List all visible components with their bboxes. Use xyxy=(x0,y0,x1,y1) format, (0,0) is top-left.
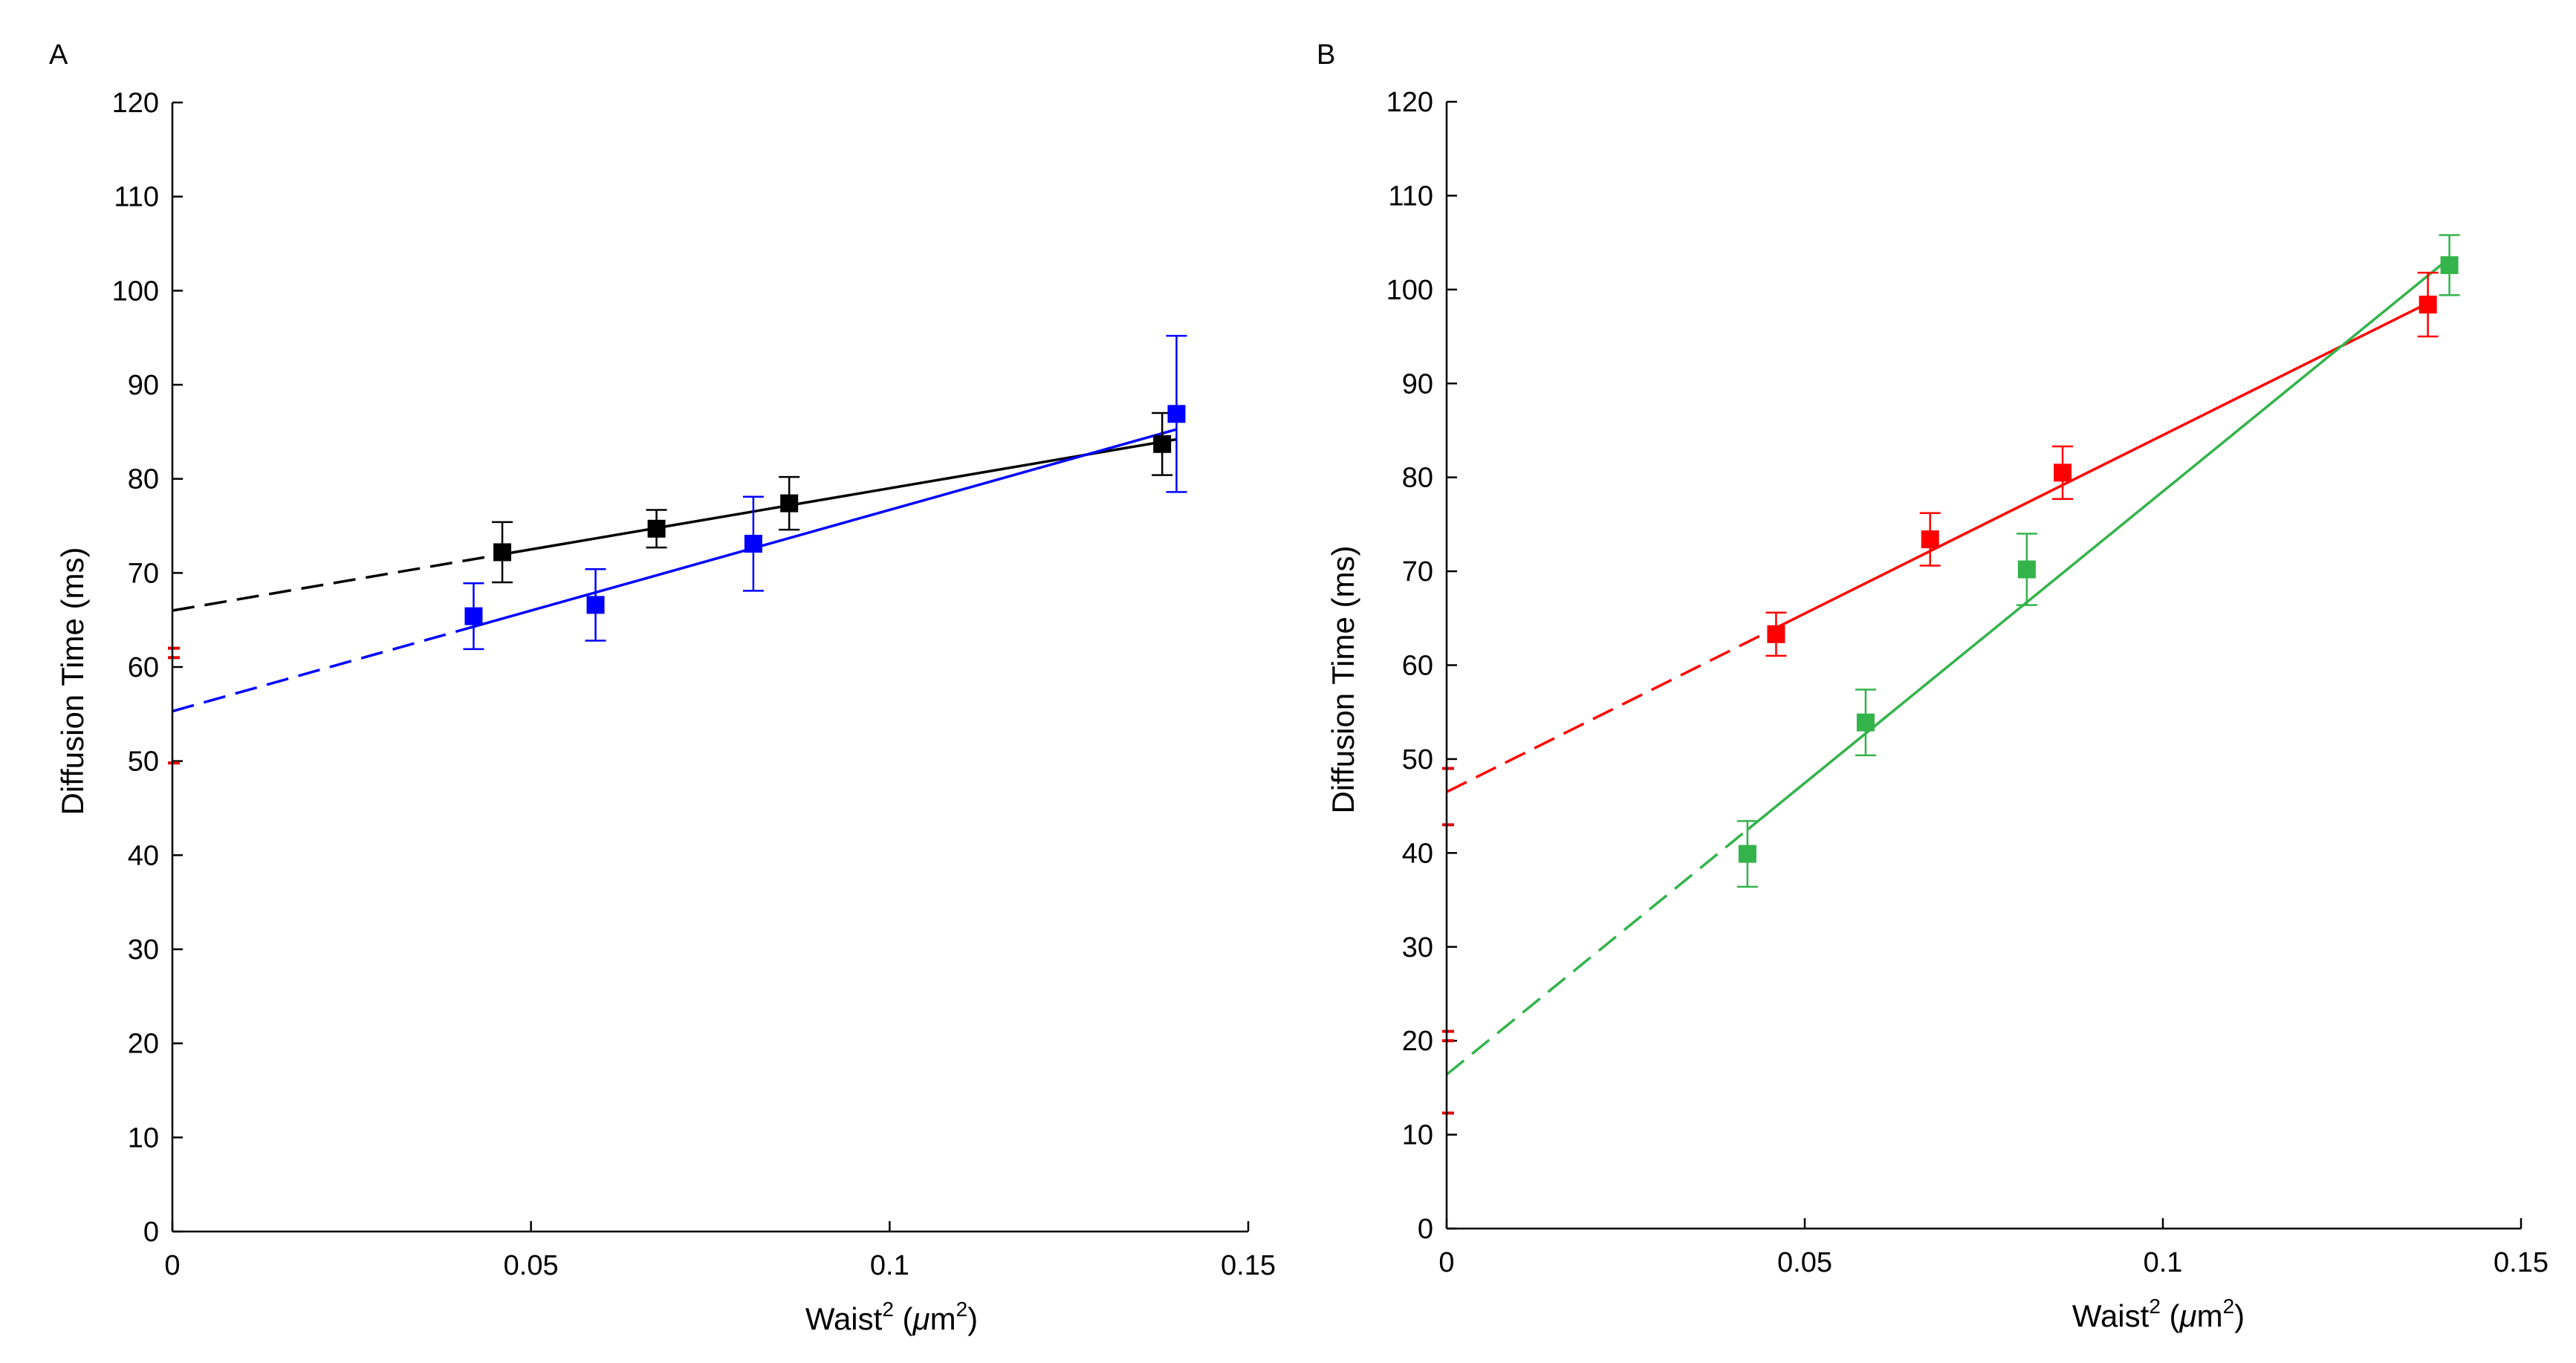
y-tick-label: 70 xyxy=(128,558,159,589)
data-point-red xyxy=(1767,625,1785,643)
fit-line-dashed-black xyxy=(172,553,503,612)
y-tick-label: 100 xyxy=(1386,275,1433,306)
y-tick-label: 100 xyxy=(112,276,159,307)
y-tick-label: 70 xyxy=(1402,556,1433,588)
x-tick-label: 0.1 xyxy=(870,1250,909,1281)
data-point-black xyxy=(780,494,799,513)
panel-b-label: B xyxy=(1317,39,1335,71)
data-point-red xyxy=(1921,530,1939,549)
panel-b-fits xyxy=(1445,257,2450,1076)
panel-a-y-axis-label: Diffusion Time (ms) xyxy=(55,547,90,816)
y-tick-label: 20 xyxy=(128,1029,159,1060)
panel-b-axes xyxy=(1445,102,2521,1230)
panel-b-x-axis-label: Waist2 (μm2) xyxy=(2072,1295,2245,1333)
y-tick-label: 40 xyxy=(1402,838,1433,869)
data-point-black xyxy=(1153,435,1172,453)
panel-a-label: A xyxy=(49,39,68,71)
data-point-green xyxy=(2440,256,2459,274)
y-tick-label: 10 xyxy=(1402,1120,1433,1151)
x-tick-label: 0.05 xyxy=(504,1250,559,1281)
fit-line-dashed-blue xyxy=(172,625,474,713)
panel-a-axes xyxy=(171,103,1248,1233)
data-point-red xyxy=(2418,296,2437,314)
panel-b: B 0 10 20 30 40 50 60 70 80 90 100 110 120 0 0.05 0.1 0.… xyxy=(1317,39,2549,1333)
y-tick-label: 90 xyxy=(1402,368,1433,400)
y-tick-label: 0 xyxy=(143,1217,159,1248)
data-point-blue xyxy=(464,607,483,625)
fit-line-red xyxy=(1775,302,2429,629)
y-tick-label: 30 xyxy=(128,934,159,966)
y-tick-label: 80 xyxy=(128,464,159,495)
data-point-green xyxy=(1738,845,1756,863)
panel-a-x-axis-label: Waist2 (μm2) xyxy=(805,1298,978,1336)
x-tick-label: 0.15 xyxy=(1221,1250,1276,1281)
data-point-green xyxy=(2017,560,2036,579)
x-tick-label: 0.05 xyxy=(1777,1247,1832,1278)
x-tick-label: 0 xyxy=(1438,1247,1454,1278)
panel-b-ticks: 0 10 20 30 40 50 60 70 80 90 100 110 120 0 0.05 0.1 0.15 xyxy=(1386,87,2549,1278)
y-tick-label: 30 xyxy=(1402,932,1433,963)
data-point-black xyxy=(647,519,666,538)
fit-line-black xyxy=(502,437,1177,556)
x-tick-label: 0.1 xyxy=(2144,1247,2183,1278)
y-tick-label: 60 xyxy=(128,652,159,683)
panel-a-fits xyxy=(172,428,1177,713)
data-point-blue xyxy=(586,596,605,614)
y-tick-label: 40 xyxy=(128,840,159,871)
data-point-blue xyxy=(1167,405,1186,423)
y-tick-label: 120 xyxy=(112,88,159,119)
panel-b-marks xyxy=(1736,234,2460,888)
fit-line-dashed-green xyxy=(1445,828,1748,1076)
y-tick-label: 50 xyxy=(1402,744,1433,775)
panel-a-marks xyxy=(463,334,1187,651)
panel-a: A 0 10 20 30 40 50 60 70 80 90 100 110 120 0 0.05 0.1 0.… xyxy=(49,39,1276,1336)
fit-line-blue xyxy=(473,428,1177,628)
y-tick-label: 120 xyxy=(1386,87,1433,118)
data-point-red xyxy=(2054,463,2072,482)
panel-b-y-axis-label: Diffusion Time (ms) xyxy=(1326,546,1360,814)
data-point-blue xyxy=(744,535,762,553)
y-tick-label: 60 xyxy=(1402,651,1433,682)
y-tick-label: 110 xyxy=(1388,180,1433,212)
panel-a-ticks: 0 10 20 30 40 50 60 70 80 90 100 110 120 0 0.05 0.1 0.15 xyxy=(112,88,1276,1281)
y-tick-label: 10 xyxy=(128,1122,159,1154)
y-tick-label: 80 xyxy=(1402,463,1433,494)
y-tick-label: 0 xyxy=(1418,1214,1433,1245)
y-tick-label: 20 xyxy=(1402,1026,1433,1057)
data-point-black xyxy=(493,543,512,562)
y-tick-label: 50 xyxy=(128,746,159,778)
fit-line-green xyxy=(1746,257,2450,831)
y-tick-label: 110 xyxy=(114,182,159,213)
x-tick-label: 0.15 xyxy=(2494,1247,2549,1278)
fit-line-dashed-red xyxy=(1446,626,1777,793)
x-tick-label: 0 xyxy=(164,1250,180,1281)
data-point-green xyxy=(1856,713,1875,732)
y-tick-label: 90 xyxy=(128,370,159,401)
